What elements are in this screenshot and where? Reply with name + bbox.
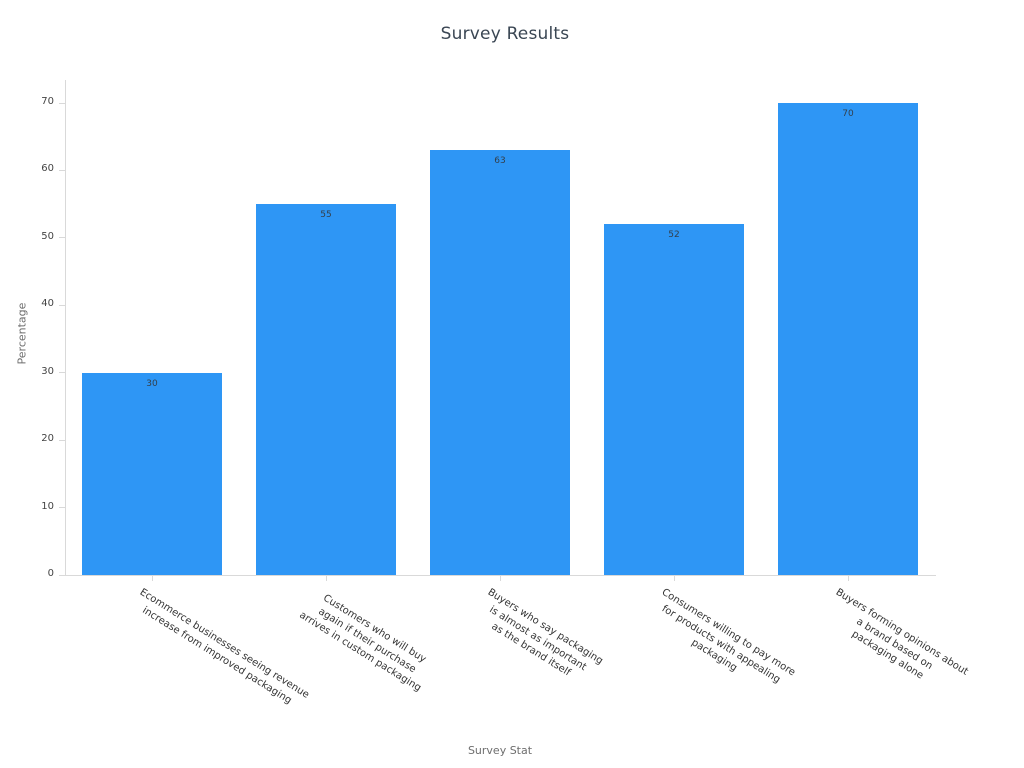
y-tick-label: 10 [41,500,54,512]
x-tick-label: Buyers forming opinions about a brand bas… [819,586,971,702]
x-tick-label: Ecommerce businesses seeing revenue incre… [130,586,312,714]
bar [778,103,918,575]
y-tick-label: 70 [41,96,54,107]
y-tick-mark [59,102,65,104]
x-tick-mark [152,576,153,581]
y-tick-label: 50 [41,230,54,242]
x-tick-label-line: is almost as important [487,603,589,673]
chart-title: Survey Results [440,24,570,44]
y-tick-mark [59,439,65,441]
bar-value-label: 63 [494,156,506,167]
x-tick-label-line: increase from improved packaging [140,604,294,706]
bar [430,150,570,575]
bar [256,204,396,575]
x-tick-label-line: Ecommerce businesses seeing revenue [137,586,311,701]
y-tick-label: 20 [41,433,54,445]
bar-value-label: 52 [668,230,680,241]
x-tick-label: Buyers who say packaging is almost as imp… [471,586,606,691]
x-tick-label-line: a brand based on [854,615,935,672]
y-tick-label: 0 [47,568,54,579]
y-tick-mark [59,304,65,306]
bar-value-label: 55 [320,210,332,221]
y-tick-mark [59,237,65,239]
x-axis-title: Survey Stat [467,744,533,757]
x-tick-label-line: for products with appealing [659,602,783,686]
y-tick-mark [59,574,65,576]
x-tick-mark [326,576,327,581]
bar [82,372,222,575]
y-tick-mark [59,169,65,171]
x-tick-mark [674,576,675,581]
x-tick-mark [500,576,501,581]
x-tick-label: Customers who will buy again if their pur… [297,586,438,695]
y-tick-label: 30 [41,365,54,377]
bar-value-label: 30 [146,378,158,389]
y-tick-label: 40 [41,298,54,310]
y-tick-mark [59,372,65,374]
bar-value-label: 70 [842,109,854,119]
bar [604,224,744,575]
x-tick-label-line: again if their purchase [316,605,419,675]
y-tick-label: 60 [41,163,54,175]
y-tick-mark [59,507,65,509]
x-tick-mark [848,576,849,581]
x-tick-label: Consumers willing to pay more for product… [645,586,798,703]
